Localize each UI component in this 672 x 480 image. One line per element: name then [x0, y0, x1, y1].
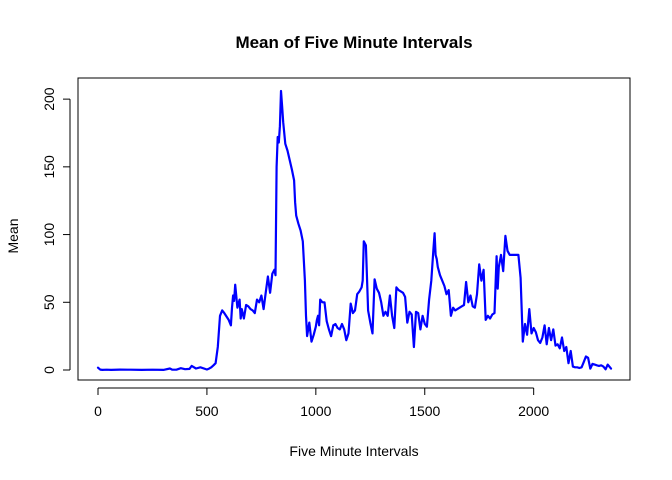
y-axis-label: Mean [5, 218, 21, 253]
x-tick-label: 1000 [300, 403, 331, 419]
y-axis: 0 50 100 150 200 [41, 87, 71, 374]
x-axis-label: Five Minute Intervals [289, 443, 418, 459]
mean-series-line [96, 89, 613, 371]
y-tick-label: 150 [41, 155, 57, 179]
plot-frame [77, 77, 631, 381]
x-tick-label: 500 [195, 403, 219, 419]
x-tick-label: 1500 [409, 403, 440, 419]
x-tick-label: 0 [94, 403, 102, 419]
y-tick-label: 200 [41, 87, 57, 111]
y-tick-label: 0 [41, 366, 57, 374]
x-tick-label: 2000 [518, 403, 549, 419]
x-axis: 0 500 1000 1500 2000 [94, 387, 549, 419]
y-tick-label: 100 [41, 223, 57, 247]
chart-title: Mean of Five Minute Intervals [235, 33, 472, 52]
y-tick-label: 50 [41, 294, 57, 310]
